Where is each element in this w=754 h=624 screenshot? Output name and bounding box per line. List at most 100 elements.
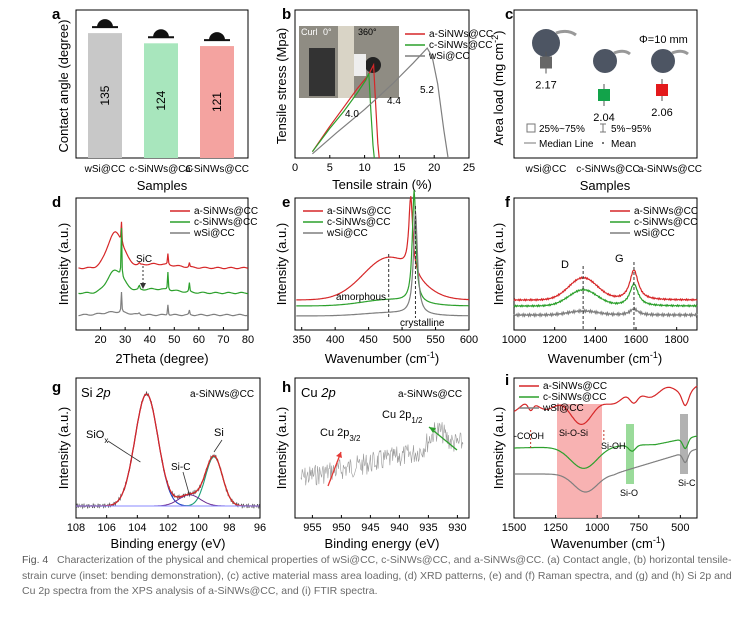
i-x-ticklabel-3: 750 bbox=[630, 522, 648, 534]
h-annot-cu12: Cu 2p1/2 bbox=[382, 409, 423, 425]
panel-a-contact-angle: a 135 124 121 Contact angle (degree) Sampl… bbox=[52, 6, 249, 193]
box-value-0: 2.17 bbox=[535, 80, 556, 92]
caption-text: Characterization of the physical and che… bbox=[22, 554, 732, 597]
b-ylabel: Tensile stress (Mpa) bbox=[274, 28, 289, 144]
f-x-ticklabel-2: 1400 bbox=[583, 334, 607, 346]
f-x-ticklabel-3: 1600 bbox=[624, 334, 648, 346]
g-x-ticklabel-3: 102 bbox=[159, 522, 177, 534]
b-legend-label-0: a-SiNWs@CC bbox=[429, 29, 493, 40]
tensile-line-c-SiNWs@CC bbox=[311, 73, 375, 159]
d-x-ticklabel-3: 50 bbox=[168, 334, 180, 346]
h-x-ticklabel-5: 930 bbox=[448, 522, 466, 534]
c-xlabel: Samples bbox=[580, 178, 631, 193]
e-legend-label-1: c-SiNWs@CC bbox=[327, 217, 390, 228]
g-x-ticklabel-2: 104 bbox=[128, 522, 146, 534]
e-x-ticklabel-3: 500 bbox=[393, 334, 411, 346]
i-band-sios bbox=[557, 404, 602, 518]
bar-a-SiNWs@CC bbox=[200, 46, 234, 159]
box-c-SiNWs@CC bbox=[598, 89, 610, 101]
droplet-icon-0 bbox=[97, 19, 113, 28]
b-xlabel: Tensile strain (%) bbox=[332, 177, 432, 192]
raman-si-line-wSi@CC bbox=[296, 212, 469, 317]
inset-curl-label: Curl bbox=[301, 27, 318, 37]
bar-wSi@CC bbox=[88, 33, 122, 158]
caption-label: Fig. 4 bbox=[22, 554, 49, 566]
inset-360deg-label: 360° bbox=[358, 27, 377, 37]
f-legend-label-0: a-SiNWs@CC bbox=[634, 206, 698, 217]
h-x-ticklabel-2: 945 bbox=[361, 522, 379, 534]
panel-letter-g: g bbox=[52, 379, 61, 396]
c-legend-median: Median Line bbox=[539, 139, 594, 150]
raman-dg-line-wSi@CC bbox=[513, 306, 698, 318]
c-legend-box: 25%~75% bbox=[539, 124, 585, 135]
i-band-sio bbox=[626, 424, 634, 484]
e-x-ticklabel-4: 550 bbox=[426, 334, 444, 346]
g-x-ticklabel-0: 108 bbox=[67, 522, 85, 534]
b-peak-c: 4.0 bbox=[345, 109, 359, 120]
f-x-ticklabel-0: 1000 bbox=[502, 334, 526, 346]
ftir-line-wSi@CC bbox=[514, 448, 698, 493]
c-diameter-label: Φ=10 mm bbox=[639, 34, 688, 46]
d-legend-label-0: a-SiNWs@CC bbox=[194, 206, 258, 217]
e-x-ticklabel-0: 350 bbox=[293, 334, 311, 346]
i-x-ticklabel-4: 500 bbox=[671, 522, 689, 534]
panel-letter-e: e bbox=[282, 194, 290, 211]
electrode-photo-asi bbox=[651, 49, 689, 73]
f-legend-label-2: wSi@CC bbox=[633, 228, 675, 239]
b-x-ticklabel-4: 20 bbox=[428, 162, 440, 174]
i-band-sic bbox=[680, 414, 688, 474]
bar-value-1: 124 bbox=[154, 90, 168, 110]
i-legend-label-0: a-SiNWs@CC bbox=[543, 381, 607, 392]
g-annot-si: Si bbox=[214, 427, 224, 439]
panel-c-area-load: c Φ=10 mm 2.17 2.04 2.06 25%~75% 5%~95% Me… bbox=[490, 6, 702, 193]
b-x-ticklabel-3: 15 bbox=[393, 162, 405, 174]
a-xcat-2: a-SiNWs@CC bbox=[185, 164, 249, 175]
xps-si-fit-siox bbox=[76, 393, 260, 507]
f-x-ticklabel-4: 1800 bbox=[664, 334, 688, 346]
c-ylabel: Area load (mg cm-2) bbox=[490, 31, 506, 146]
droplet-icon-2 bbox=[209, 32, 225, 41]
g-pointer-si bbox=[213, 439, 223, 453]
bar-c-SiNWs@CC bbox=[144, 43, 178, 158]
panel-letter-c: c bbox=[505, 6, 513, 23]
xrd-line-wSi@CC bbox=[78, 291, 248, 317]
c-legend-range: 5%~95% bbox=[611, 124, 651, 135]
electrode-photo-csi bbox=[593, 49, 631, 73]
h-ylabel: Intensity (a.u.) bbox=[274, 407, 289, 489]
i-legend-label-2: wSi@CC bbox=[542, 403, 584, 414]
i-annot-sios: Si-O-Si bbox=[559, 428, 588, 438]
g-pointer-sic bbox=[182, 471, 190, 496]
g-x-ticklabel-5: 98 bbox=[223, 522, 235, 534]
c-xcat-0: wSi@CC bbox=[525, 164, 567, 175]
h-title: Cu 2p bbox=[301, 385, 336, 400]
droplet-icon-1 bbox=[153, 29, 169, 38]
panel-letter-b: b bbox=[282, 6, 291, 23]
a-xcat-0: wSi@CC bbox=[84, 164, 126, 175]
g-annot-siox: SiOx bbox=[86, 429, 108, 445]
panel-letter-h: h bbox=[282, 379, 291, 396]
g-title: Si 2p bbox=[81, 385, 111, 400]
d-xlabel: 2Theta (degree) bbox=[115, 351, 208, 366]
b-legend-label-1: c-SiNWs@CC bbox=[429, 40, 492, 51]
panel-letter-d: d bbox=[52, 194, 61, 211]
d-annot-sic: SiC bbox=[136, 254, 152, 265]
d-legend-label-2: wSi@CC bbox=[193, 228, 235, 239]
i-x-ticklabel-2: 1000 bbox=[585, 522, 609, 534]
b-x-ticklabel-0: 0 bbox=[292, 162, 298, 174]
e-annot-amorphous: amorphous bbox=[336, 292, 386, 303]
i-annot-sioh: Si-OH bbox=[601, 441, 626, 451]
xrd-line-c-SiNWs@CC bbox=[78, 227, 248, 295]
d-x-ticklabel-0: 20 bbox=[94, 334, 106, 346]
g-xlabel: Binding energy (eV) bbox=[111, 536, 226, 551]
panel-b-tensile: b Curl 0° 360° a-SiNWs@CCc-SiNWs@CCwSi@C… bbox=[274, 6, 493, 192]
e-ylabel: Intensity (a.u.) bbox=[274, 223, 289, 305]
ftir-line-a-SiNWs@CC bbox=[513, 385, 698, 426]
g-pointer-siox bbox=[107, 440, 141, 463]
i-annot-sic: Si-C bbox=[678, 478, 696, 488]
f-ylabel: Intensity (a.u.) bbox=[491, 223, 506, 305]
d-ylabel: Intensity (a.u.) bbox=[56, 223, 71, 305]
b-x-ticklabel-5: 25 bbox=[463, 162, 475, 174]
